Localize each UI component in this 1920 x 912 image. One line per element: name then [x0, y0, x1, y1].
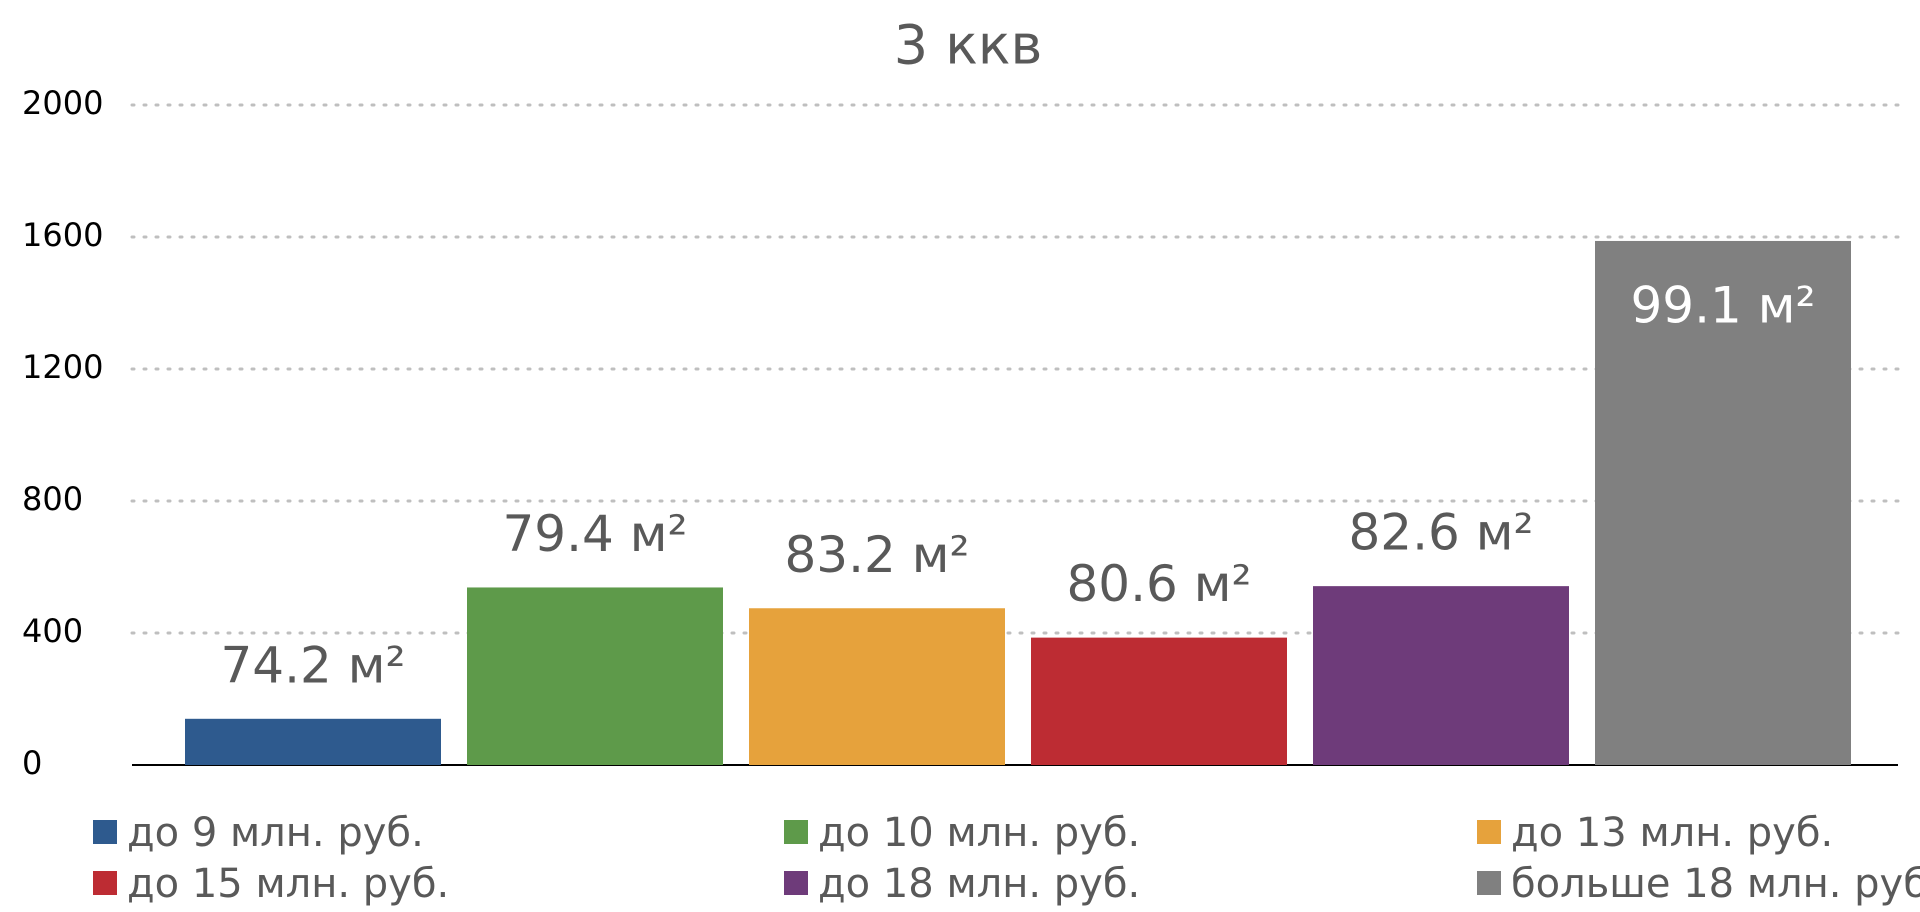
y-tick-label: 0 [22, 744, 42, 782]
legend-label: до 13 млн. руб. [1511, 810, 1833, 856]
bar-label: 83.2 м² [785, 526, 970, 584]
y-tick-label: 1600 [22, 216, 103, 254]
bar [467, 587, 723, 765]
legend-swatch [1477, 820, 1501, 844]
legend-swatch [784, 820, 808, 844]
legend-label: до 9 млн. руб. [127, 810, 424, 856]
bar-label: 74.2 м² [221, 636, 406, 694]
y-tick-label: 2000 [22, 84, 103, 122]
y-tick-label: 800 [22, 480, 83, 518]
chart-title: 3 ккв [894, 14, 1043, 77]
legend-swatch [93, 820, 117, 844]
bar [1031, 637, 1287, 765]
legend-label: до 10 млн. руб. [818, 810, 1140, 856]
bar-label: 80.6 м² [1067, 555, 1252, 613]
bar-label: 82.6 м² [1349, 504, 1534, 562]
bar-label: 79.4 м² [503, 505, 688, 563]
legend-swatch [784, 871, 808, 895]
legend-label: до 18 млн. руб. [818, 861, 1140, 907]
legend-label: больше 18 млн. руб. [1511, 861, 1920, 907]
legend-swatch [1477, 871, 1501, 895]
bar [1313, 586, 1569, 765]
legend-label: до 15 млн. руб. [127, 861, 449, 907]
y-tick-label: 1200 [22, 348, 103, 386]
bar [749, 608, 1005, 765]
y-tick-label: 400 [22, 612, 83, 650]
bar [185, 718, 441, 765]
bar-label: 99.1 м² [1631, 276, 1816, 334]
legend-swatch [93, 871, 117, 895]
bar [1595, 240, 1851, 765]
